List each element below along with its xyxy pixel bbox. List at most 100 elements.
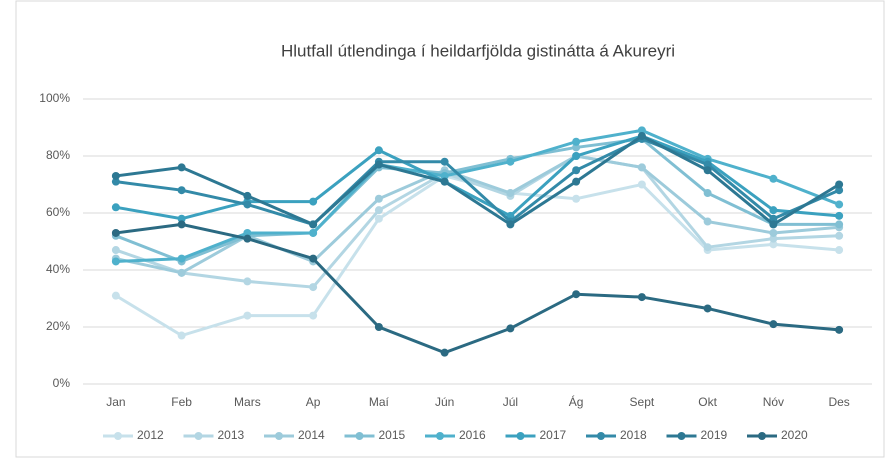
legend-swatch: [758, 432, 766, 440]
point: [111, 203, 120, 212]
point: [177, 214, 186, 223]
x-tick-label: Nóv: [763, 395, 784, 409]
point: [177, 186, 186, 195]
x-tick-label: Ág: [569, 394, 584, 409]
point: [769, 228, 778, 237]
point: [111, 177, 120, 186]
point: [835, 200, 844, 209]
point: [572, 137, 581, 146]
series-line: [115, 134, 840, 221]
y-tick-label: 40%: [46, 262, 70, 276]
point: [835, 231, 844, 240]
point: [835, 220, 844, 229]
legend-label: 2019: [701, 428, 728, 442]
point: [243, 311, 252, 320]
point: [769, 320, 778, 329]
point: [703, 166, 712, 175]
point: [835, 325, 844, 334]
point: [835, 180, 844, 189]
x-tick-label: Júl: [503, 395, 518, 409]
point: [374, 206, 383, 215]
point: [374, 146, 383, 155]
legend-label: 2018: [620, 428, 647, 442]
point: [440, 171, 449, 180]
legend-swatch: [275, 432, 283, 440]
point: [111, 171, 120, 180]
legend-swatch: [597, 432, 605, 440]
x-tick-label: Feb: [171, 395, 192, 409]
legend-label: 2015: [379, 428, 406, 442]
point: [243, 277, 252, 286]
point: [835, 186, 844, 195]
point: [177, 268, 186, 277]
chart-title: Hlutfall útlendinga í heildarfjölda gist…: [281, 41, 675, 60]
legend-label: 2013: [218, 428, 245, 442]
point: [309, 220, 318, 229]
x-tick-label: Maí: [369, 395, 390, 409]
series-line: [115, 137, 840, 227]
series-line: [115, 154, 840, 289]
point: [769, 174, 778, 183]
point: [572, 152, 581, 160]
point: [374, 323, 383, 331]
legend-swatch: [436, 432, 444, 440]
point: [309, 197, 318, 206]
point: [111, 291, 120, 300]
point: [769, 234, 778, 243]
point: [835, 246, 844, 255]
point: [835, 211, 844, 220]
point: [703, 217, 712, 226]
point: [506, 157, 515, 166]
point: [177, 220, 186, 229]
point: [243, 191, 252, 200]
point: [440, 157, 449, 166]
legend-swatch: [516, 432, 525, 440]
point: [572, 143, 581, 152]
point: [572, 194, 581, 203]
point: [243, 228, 252, 237]
point: [374, 194, 383, 203]
x-tick-label: Ap: [306, 395, 321, 409]
point: [637, 126, 646, 135]
point: [637, 132, 646, 141]
point: [703, 160, 712, 169]
legend-label: 2012: [137, 428, 164, 442]
y-tick-label: 20%: [46, 319, 70, 333]
x-tick-label: Sept: [630, 395, 655, 409]
legend-label: 2016: [459, 428, 486, 442]
point: [111, 257, 120, 266]
point: [572, 290, 581, 299]
legend-label: 2020: [781, 428, 808, 442]
legend-swatch: [677, 432, 686, 440]
point: [309, 311, 318, 320]
legend-swatch: [114, 432, 122, 440]
point: [177, 163, 186, 172]
point: [572, 177, 581, 186]
point: [703, 304, 712, 313]
x-tick-label: Okt: [698, 395, 717, 409]
series-line: [115, 137, 840, 264]
point: [769, 240, 778, 249]
point: [506, 189, 515, 198]
y-tick-label: 0%: [53, 376, 71, 390]
y-tick-label: 80%: [46, 148, 70, 162]
x-tick-label: Jún: [435, 395, 454, 409]
point: [177, 331, 186, 340]
point: [637, 163, 646, 172]
point: [637, 180, 646, 189]
point: [309, 283, 318, 292]
point: [769, 214, 778, 223]
series-line: [115, 222, 840, 355]
point: [309, 254, 318, 263]
point: [177, 254, 186, 263]
series-line: [115, 134, 840, 227]
legend-label: 2014: [298, 428, 325, 442]
point: [374, 160, 383, 169]
point: [769, 220, 778, 229]
series-line: [115, 154, 840, 275]
point: [572, 166, 581, 175]
chart-frame: [15, 0, 885, 458]
point: [243, 234, 252, 243]
legend-swatch: [355, 432, 364, 440]
